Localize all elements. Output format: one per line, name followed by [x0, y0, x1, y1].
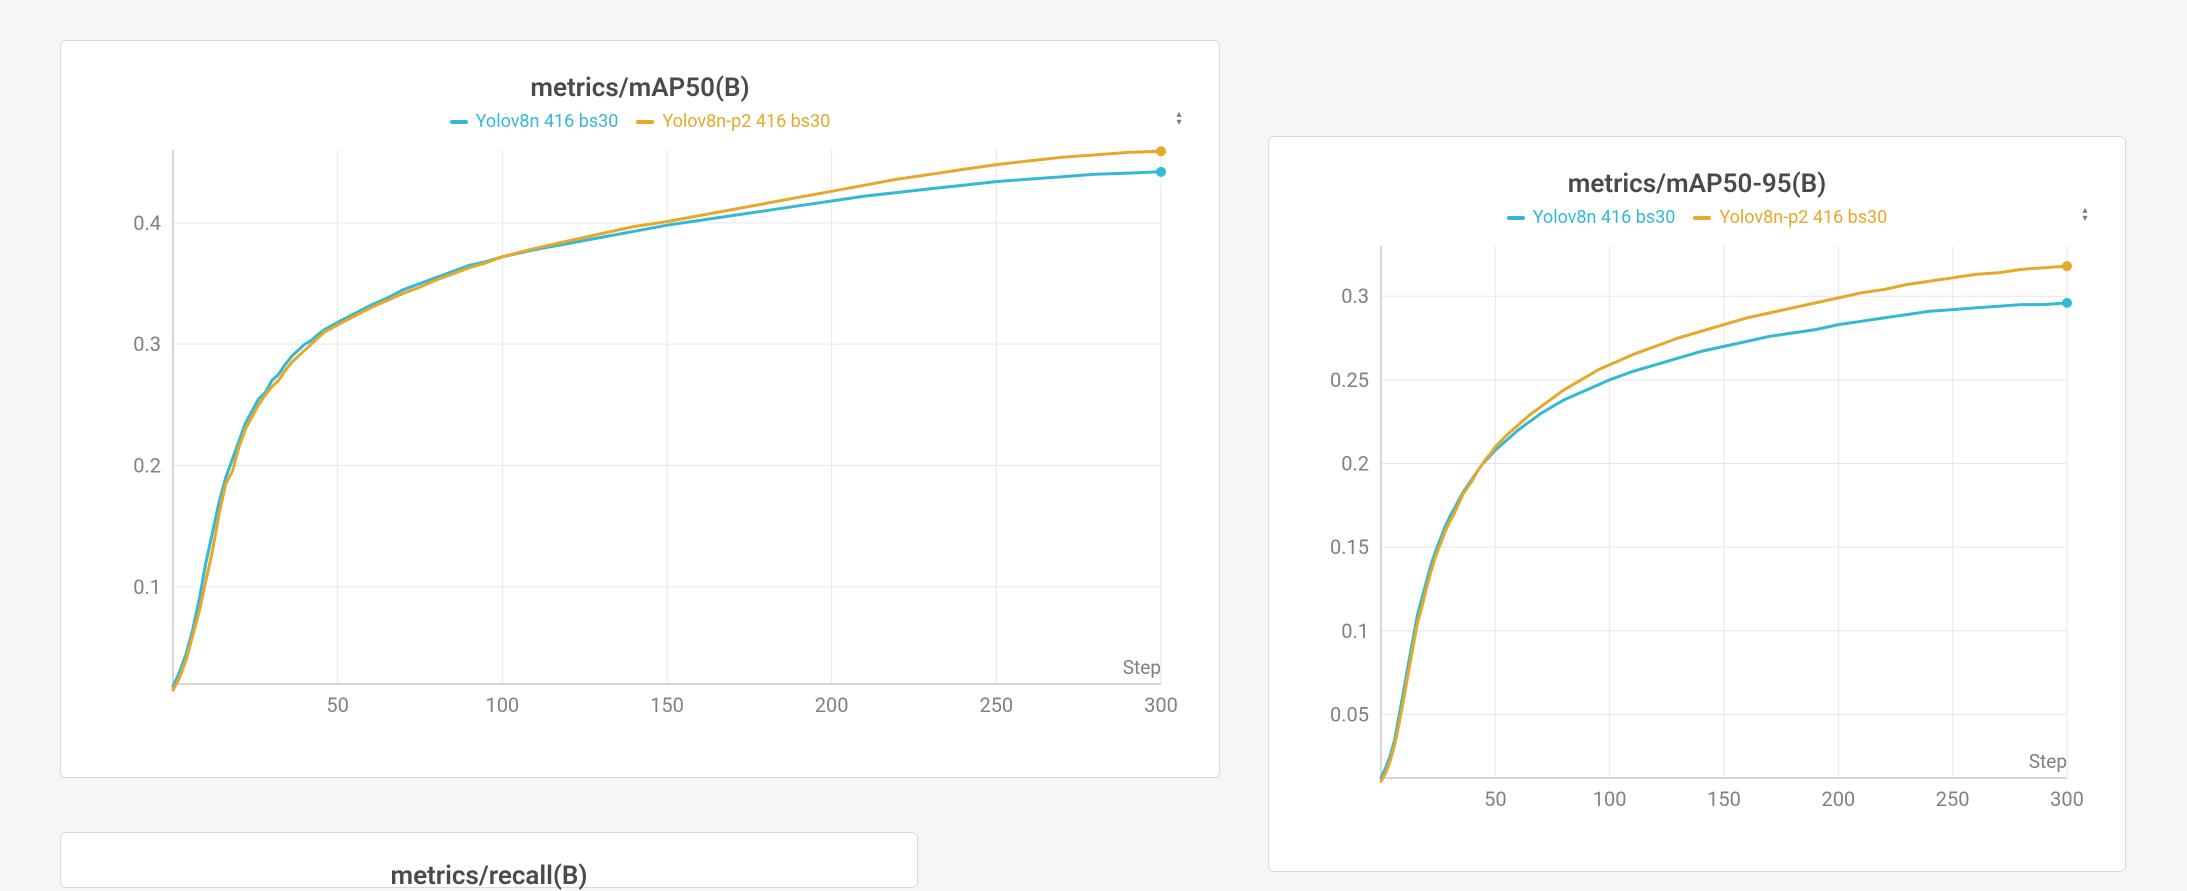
- svg-text:300: 300: [2050, 787, 2084, 811]
- svg-text:100: 100: [1593, 787, 1627, 811]
- svg-text:Step: Step: [2029, 750, 2067, 773]
- svg-text:250: 250: [979, 693, 1013, 717]
- chart-plot: 0.05 0.1 0.15 0.2 0.25 0.3 50 100 150 200 250 300 St…: [1329, 242, 2085, 826]
- expand-icon[interactable]: ▴▾: [2075, 203, 2095, 227]
- svg-text:Step: Step: [1123, 656, 1161, 679]
- svg-text:300: 300: [1144, 693, 1178, 717]
- legend-swatch: [450, 120, 468, 124]
- svg-text:0.4: 0.4: [133, 211, 161, 235]
- legend-swatch: [1507, 216, 1525, 220]
- legend-label: Yolov8n-p2 416 bs30: [662, 111, 830, 132]
- legend-label: Yolov8n-p2 416 bs30: [1719, 207, 1887, 228]
- svg-text:0.15: 0.15: [1330, 535, 1369, 559]
- legend-label: Yolov8n 416 bs30: [476, 111, 619, 132]
- svg-text:50: 50: [326, 693, 348, 717]
- svg-text:0.2: 0.2: [133, 454, 161, 478]
- chart-panel-map5095: metrics/mAP50-95(B) Yolov8n 416 bs30Yolo…: [1268, 136, 2126, 872]
- svg-text:150: 150: [650, 693, 684, 717]
- chart-legend: Yolov8n 416 bs30 Yolov8n-p2 416 bs30: [1269, 207, 2125, 228]
- svg-text:0.05: 0.05: [1330, 702, 1369, 726]
- svg-text:50: 50: [1484, 787, 1506, 811]
- expand-icon[interactable]: ▴▾: [1169, 107, 1189, 131]
- svg-text:0.3: 0.3: [1341, 284, 1369, 308]
- chart-legend: Yolov8n 416 bs30 Yolov8n-p2 416 bs30: [61, 111, 1219, 132]
- chart-title: metrics/mAP50(B): [61, 73, 1219, 103]
- svg-text:150: 150: [1707, 787, 1741, 811]
- svg-text:0.2: 0.2: [1341, 451, 1369, 475]
- svg-text:100: 100: [485, 693, 519, 717]
- svg-text:200: 200: [815, 693, 849, 717]
- legend-label: Yolov8n 416 bs30: [1533, 207, 1676, 228]
- chart-title: metrics/recall(B): [61, 833, 917, 891]
- legend-item[interactable]: Yolov8n-p2 416 bs30: [636, 111, 830, 132]
- legend-item[interactable]: Yolov8n-p2 416 bs30: [1693, 207, 1887, 228]
- svg-text:250: 250: [1936, 787, 1970, 811]
- legend-swatch: [636, 120, 654, 124]
- svg-text:0.1: 0.1: [133, 575, 161, 599]
- legend-item[interactable]: Yolov8n 416 bs30: [450, 111, 619, 132]
- legend-swatch: [1693, 216, 1711, 220]
- chart-plot: 0.1 0.2 0.3 0.4 50 100 150 200 250 300 Step: [121, 146, 1179, 732]
- legend-item[interactable]: Yolov8n 416 bs30: [1507, 207, 1676, 228]
- svg-text:0.1: 0.1: [1341, 619, 1369, 643]
- svg-text:200: 200: [1821, 787, 1855, 811]
- chart-title: metrics/mAP50-95(B): [1269, 169, 2125, 199]
- chart-panel-map50: metrics/mAP50(B) Yolov8n 416 bs30Yolov8n…: [60, 40, 1220, 778]
- svg-text:0.3: 0.3: [133, 332, 161, 356]
- chart-panel-recall: metrics/recall(B): [60, 832, 918, 888]
- svg-text:0.25: 0.25: [1330, 368, 1369, 392]
